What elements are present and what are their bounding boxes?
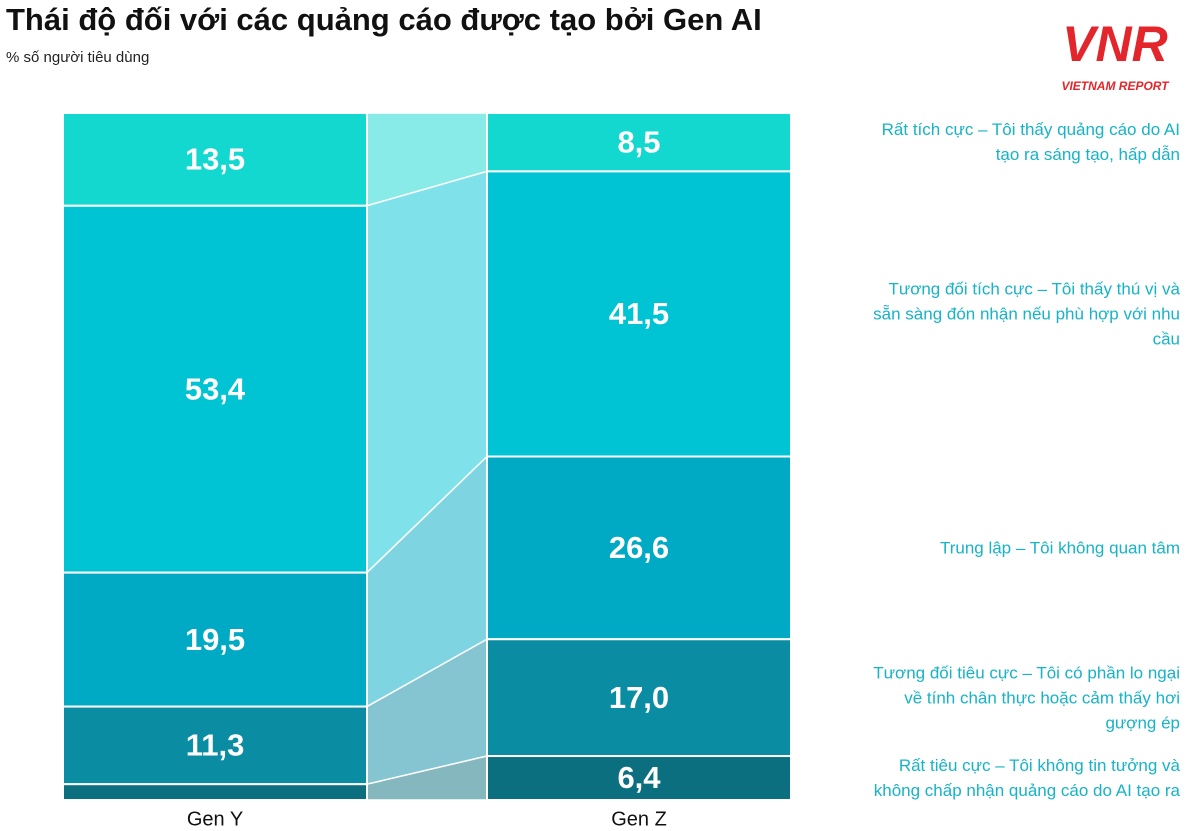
- chart-title: Thái độ đối với các quảng cáo được tạo b…: [6, 2, 762, 37]
- data-label: 6,4: [617, 760, 661, 795]
- legend-entry: Trung lập – Tôi không quan tâm: [939, 538, 1180, 558]
- x-tick-label: Gen Y: [187, 808, 243, 830]
- bar-segment: [486, 638, 792, 758]
- bar-segment: [62, 571, 368, 708]
- data-label: 13,5: [185, 142, 245, 177]
- bar-segment: [486, 455, 792, 641]
- legend-entry: Tương đối tích cực – Tôi thấy thú vị và …: [873, 279, 1180, 349]
- bar-segment: [62, 705, 368, 786]
- x-tick-label: Gen Z: [611, 808, 667, 830]
- bar-segment: [486, 755, 792, 801]
- legend-entry: Rất tích cực – Tôi thấy quảng cáo do AI …: [881, 120, 1180, 165]
- legend-entry: Tương đối tiêu cực – Tôi có phần lo ngại…: [873, 663, 1180, 733]
- bar-segment: [62, 783, 368, 801]
- data-label: 17,0: [609, 680, 669, 715]
- bar-segment: [486, 170, 792, 458]
- legend-entry: Rất tiêu cực – Tôi không tin tưởng và kh…: [873, 756, 1180, 801]
- logo-subtext: VIETNAM REPORT: [1061, 79, 1170, 93]
- data-label: 19,5: [185, 622, 245, 657]
- bar-segment: [62, 112, 368, 207]
- data-label: 8,5: [617, 124, 660, 159]
- data-label: 53,4: [185, 371, 246, 406]
- data-label: 11,3: [186, 728, 245, 763]
- bar-segment: [486, 112, 792, 173]
- data-label: 26,6: [609, 530, 669, 565]
- logo-text: VNR: [1062, 16, 1168, 72]
- data-label: 41,5: [609, 296, 669, 331]
- bar-segment: [62, 204, 368, 574]
- chart-subtitle: % số người tiêu dùng: [6, 49, 149, 66]
